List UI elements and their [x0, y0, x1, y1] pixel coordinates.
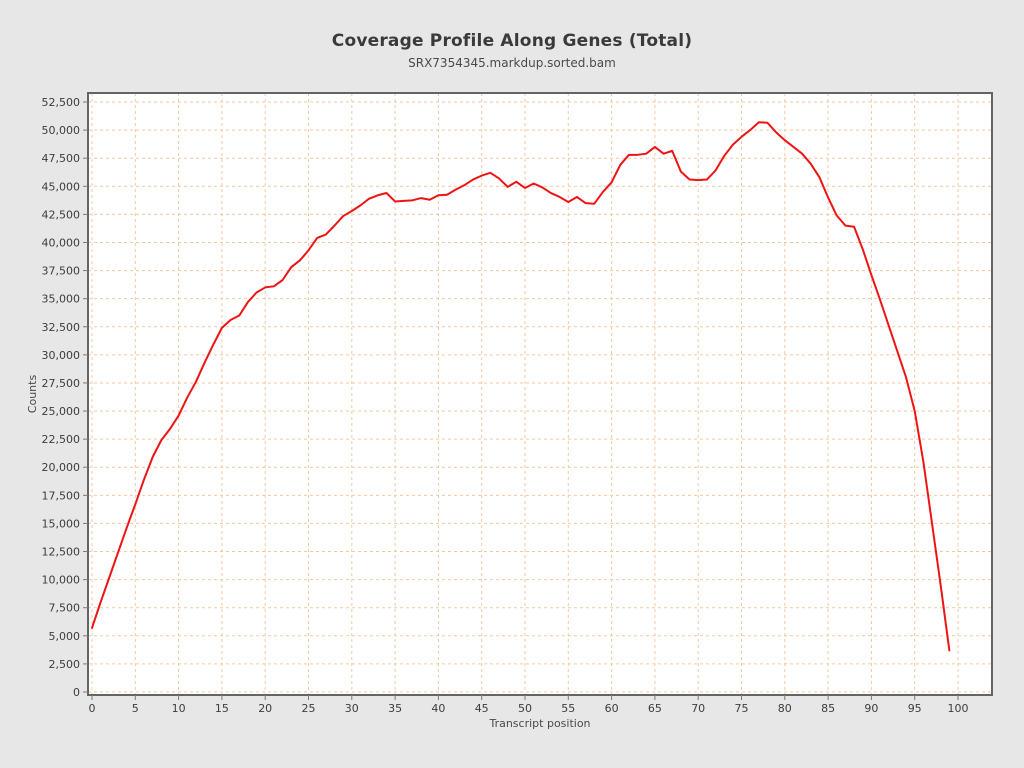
- y-tick-labels: 0 2,500 5,000 7,500 10,000 12,500 15,000 17,500…: [42, 96, 81, 699]
- y-axis-label: Counts: [26, 375, 39, 414]
- y-tick-label: 42,500: [42, 208, 81, 221]
- x-tick-label: 65: [648, 702, 662, 715]
- y-tick-label: 52,500: [42, 96, 81, 109]
- y-tick-label: 12,500: [42, 546, 81, 559]
- y-tick-label: 17,500: [42, 489, 81, 502]
- x-tick-label: 45: [475, 702, 489, 715]
- x-gridlines: [91, 93, 959, 695]
- y-tick-label: 35,000: [42, 293, 81, 306]
- y-tick-label: 22,500: [42, 433, 81, 446]
- y-tick-label: 50,000: [42, 124, 81, 137]
- x-tick-label: 25: [302, 702, 316, 715]
- y-tick-label: 20,000: [42, 461, 81, 474]
- x-tick-label: 95: [908, 702, 922, 715]
- x-tick-label: 55: [561, 702, 575, 715]
- x-tick-label: 35: [388, 702, 402, 715]
- x-tick-labels: 0 5 10 15 20 25 30 35 40 45 50 55 60 65 70 75 80 85 90 95 10…: [89, 702, 969, 715]
- x-tick-label: 15: [215, 702, 229, 715]
- x-tick-label: 5: [132, 702, 139, 715]
- x-axis-label: Transcript position: [488, 717, 590, 730]
- x-tick-label: 75: [735, 702, 749, 715]
- y-tick-label: 2,500: [49, 658, 81, 671]
- y-tick-label: 32,500: [42, 321, 81, 334]
- y-tick-label: 7,500: [49, 602, 81, 615]
- x-tick-label: 60: [605, 702, 619, 715]
- y-tick-label: 30,000: [42, 349, 81, 362]
- y-tick-label: 15,000: [42, 517, 81, 530]
- x-tick-label: 10: [172, 702, 186, 715]
- x-tick-marks: [91, 695, 959, 700]
- chart-subtitle: SRX7354345.markdup.sorted.bam: [408, 56, 616, 70]
- x-tick-label: 85: [821, 702, 835, 715]
- x-tick-label: 100: [948, 702, 969, 715]
- y-tick-label: 10,000: [42, 574, 81, 587]
- y-tick-label: 47,500: [42, 152, 81, 165]
- x-tick-label: 0: [89, 702, 96, 715]
- y-tick-label: 27,500: [42, 377, 81, 390]
- x-tick-label: 90: [864, 702, 878, 715]
- y-tick-label: 45,000: [42, 180, 81, 193]
- x-tick-label: 80: [778, 702, 792, 715]
- x-tick-label: 70: [691, 702, 705, 715]
- series-lines: [91, 121, 951, 652]
- y-tick-label: 0: [73, 686, 80, 699]
- x-tick-label: 40: [431, 702, 445, 715]
- y-tick-label: 40,000: [42, 236, 81, 249]
- x-tick-label: 20: [258, 702, 272, 715]
- y-tick-label: 37,500: [42, 265, 81, 278]
- plot-border: [87, 92, 993, 696]
- coverage-line: [91, 121, 951, 652]
- y-tick-label: 5,000: [49, 630, 81, 643]
- x-tick-label: 30: [345, 702, 359, 715]
- y-tick-label: 25,000: [42, 405, 81, 418]
- y-tick-marks: [83, 101, 88, 693]
- plot-area: [88, 93, 992, 695]
- chart-title: Coverage Profile Along Genes (Total): [331, 31, 693, 51]
- x-tick-label: 50: [518, 702, 532, 715]
